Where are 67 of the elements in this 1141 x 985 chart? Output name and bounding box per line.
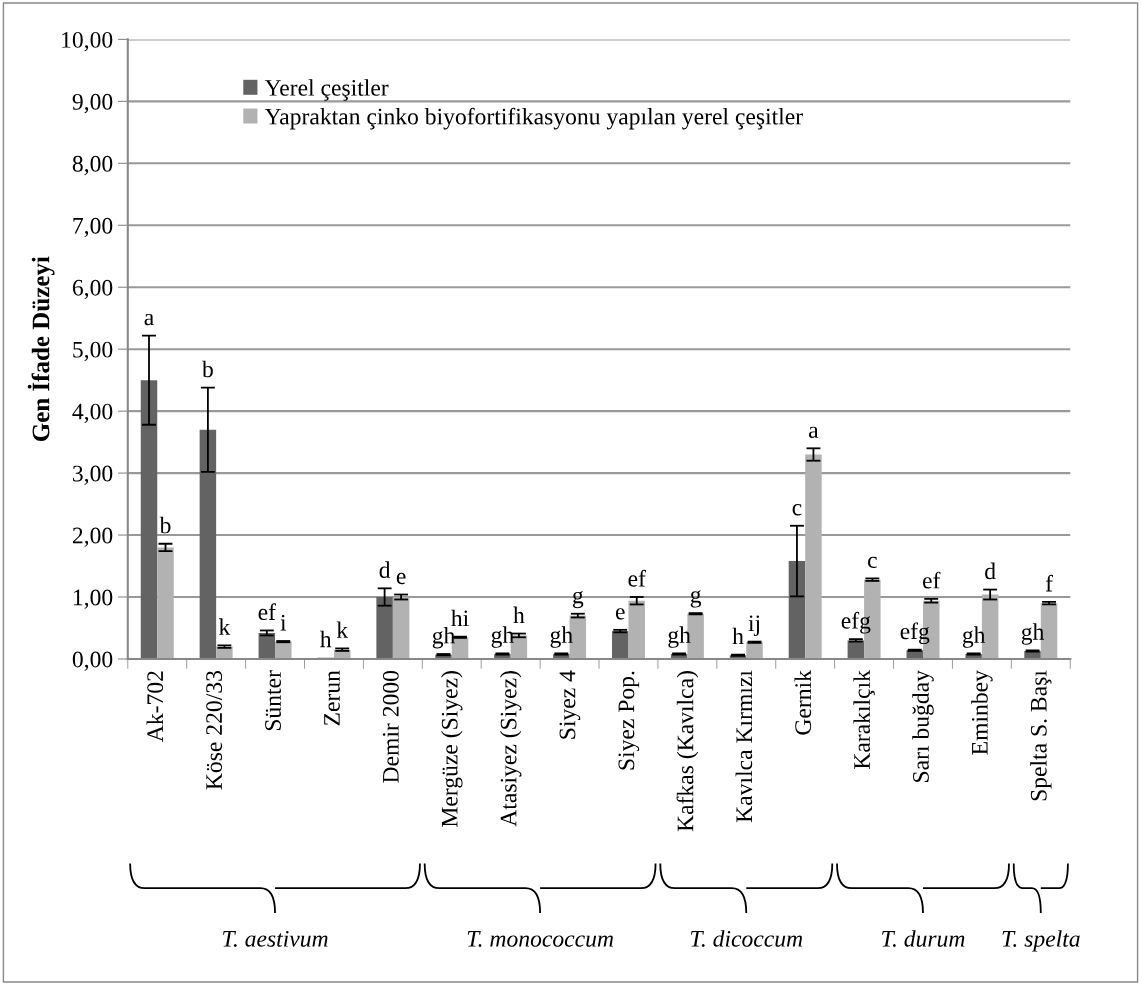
y-tick-label: 2,00 (72, 527, 113, 547)
x-tick-label: Karakılçık (853, 670, 875, 770)
data-label: d (379, 561, 391, 578)
y-axis-title: Gen İfade Düzeyi (27, 256, 55, 442)
data-label: d (985, 562, 996, 580)
x-tick-label: Spelta S. Başı (1030, 670, 1052, 801)
y-tick-label: 8,00 (72, 155, 113, 176)
y-tick-label: 5,00 (73, 341, 113, 361)
x-tick-label: Ak-702 (146, 671, 164, 742)
data-label: k (218, 618, 231, 635)
data-label: h (513, 606, 525, 623)
text: T. dicoccum (691, 930, 803, 947)
x-tick-label: Kafkas (Kavılca) (676, 671, 699, 832)
y-tick-label: 3,00 (73, 465, 113, 485)
x-tick-label: Mergüze (Siyez) (441, 671, 463, 827)
data-label: h (320, 630, 332, 648)
y-tick-label: 0,00 (72, 651, 113, 671)
data-label: gh (962, 626, 986, 648)
x-tick-label: Siyez Pop. (618, 671, 640, 770)
x-tick-label: Sarı buğday (912, 670, 934, 782)
x-tick-label: Eminbey (971, 670, 993, 755)
data-label: g (690, 590, 702, 608)
data-label: c (792, 504, 802, 516)
x-tick-label: Atasiyez (Siyez) (499, 671, 522, 827)
y-tick-label: 4,00 (72, 403, 113, 423)
y-tick-label: 10,00 (62, 31, 113, 52)
data-label: k (336, 621, 349, 638)
data-label: ef (628, 569, 646, 587)
data-label: gh (491, 626, 514, 648)
data-label: b (202, 360, 213, 378)
data-label: e (396, 572, 406, 585)
text: T. spelta (1002, 930, 1080, 952)
x-tick-label: Demir 2000 (382, 670, 399, 783)
data-label: hi (451, 609, 469, 627)
data-label: ij (748, 615, 760, 637)
data-label: ef (258, 603, 276, 621)
y-tick-label: 6,00 (72, 279, 113, 300)
data-label: ef (923, 571, 941, 589)
data-label: a (144, 313, 154, 326)
data-label: b (159, 516, 171, 534)
data-label: e (615, 608, 625, 620)
x-tick-label: Köse 220/33 (206, 671, 223, 790)
data-label: a (809, 426, 819, 438)
x-tick-label: Siyez 4 (559, 670, 581, 739)
x-tick-label: Sünter (265, 670, 281, 731)
x-tick-label: Gernik (794, 670, 812, 735)
x-tick-label: Kavılca Kırmızı (735, 670, 753, 823)
legend-label: Yapraktan çinko biyofortifikasyonu yapılan yerel çeşitler (264, 107, 803, 130)
legend-label: Yerel çeşitler (264, 79, 389, 101)
data-label: gh (668, 626, 691, 648)
data-label: c (868, 556, 877, 569)
text: T. aestivum (223, 930, 328, 947)
data-label: f (1045, 574, 1053, 592)
y-tick-label: 9,00 (72, 93, 113, 114)
data-label: h (732, 627, 744, 645)
data-label: gh (432, 626, 456, 649)
data-label: gh (550, 626, 573, 648)
data-label: g (572, 590, 584, 609)
x-tick-label: Zerun (324, 670, 340, 726)
data-label: gh (1021, 623, 1045, 645)
text: T. monococcum (467, 931, 614, 947)
text: T. durum (882, 930, 965, 947)
y-tick-label: 1,00 (73, 589, 113, 609)
data-label: efg (900, 622, 930, 645)
data-label: i (280, 614, 287, 631)
y-tick-label: 7,00 (73, 217, 113, 238)
data-label: efg (841, 611, 871, 634)
